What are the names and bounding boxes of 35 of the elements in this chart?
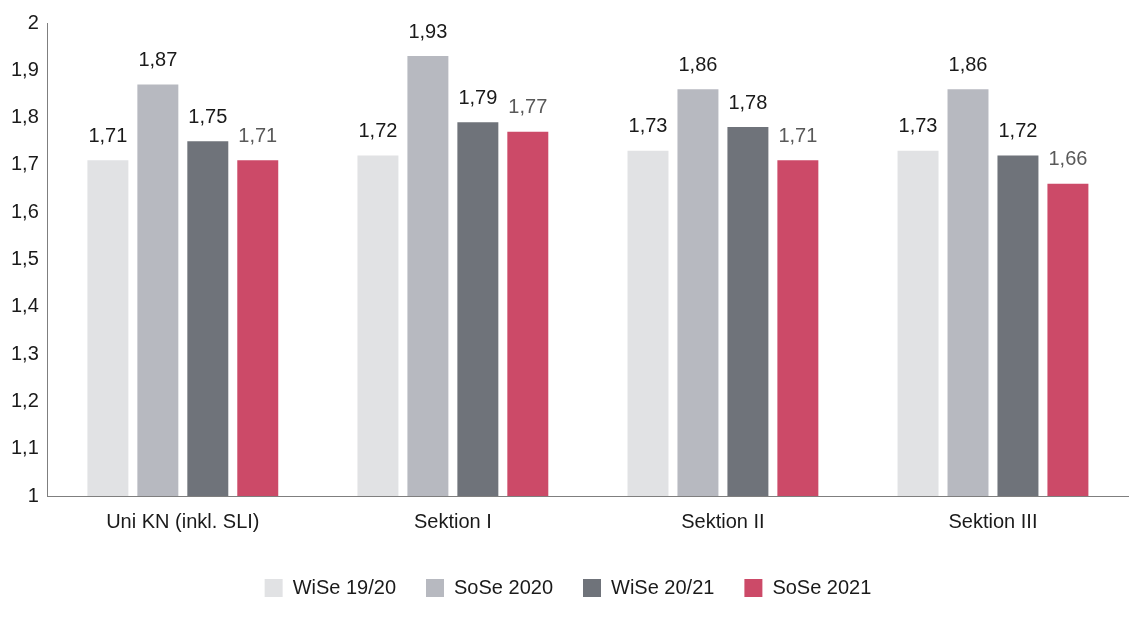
- x-tick-label: Sektion II: [681, 509, 765, 532]
- legend-label: WiSe 20/21: [611, 575, 715, 598]
- data-label: 1,87: [138, 48, 178, 71]
- data-label: 1,71: [778, 123, 818, 146]
- data-label: 1,72: [998, 118, 1038, 141]
- data-label: 1,93: [408, 19, 448, 42]
- y-tick-label: 1,5: [10, 247, 39, 270]
- data-label: 1,73: [898, 114, 938, 137]
- data-label: 1,86: [678, 52, 718, 75]
- legend-label: SoSe 2020: [454, 575, 554, 598]
- data-label: 1,71: [88, 123, 128, 146]
- y-tick-label: 1: [27, 483, 39, 506]
- y-tick-label: 1,3: [10, 341, 39, 364]
- y-tick-label: 1,1: [10, 436, 39, 459]
- data-label: 1,78: [728, 90, 768, 113]
- y-tick-label: 2: [27, 10, 39, 33]
- x-tick-label: Sektion I: [413, 509, 492, 532]
- data-label: 1,66: [1048, 147, 1088, 170]
- y-tick-label: 1,2: [10, 388, 39, 411]
- y-tick-label: 1,6: [10, 199, 39, 222]
- data-label: 1,77: [508, 95, 548, 118]
- legend-label: SoSe 2021: [772, 575, 872, 598]
- data-label: 1,72: [358, 118, 398, 141]
- y-tick-label: 1,8: [10, 105, 39, 128]
- y-tick-label: 1,4: [10, 294, 39, 317]
- data-label: 1,73: [628, 114, 668, 137]
- legend-label: WiSe 19/20: [292, 575, 397, 598]
- data-label: 1,75: [188, 104, 228, 127]
- x-tick-label: Uni KN (inkl. SLI): [106, 509, 260, 532]
- data-label: 1,86: [948, 52, 988, 75]
- x-tick-label: Sektion III: [948, 509, 1038, 532]
- data-label: 1,71: [238, 123, 278, 146]
- y-tick-label: 1,7: [10, 152, 39, 175]
- data-label: 1,79: [458, 85, 498, 108]
- y-tick-label: 1,9: [10, 57, 39, 80]
